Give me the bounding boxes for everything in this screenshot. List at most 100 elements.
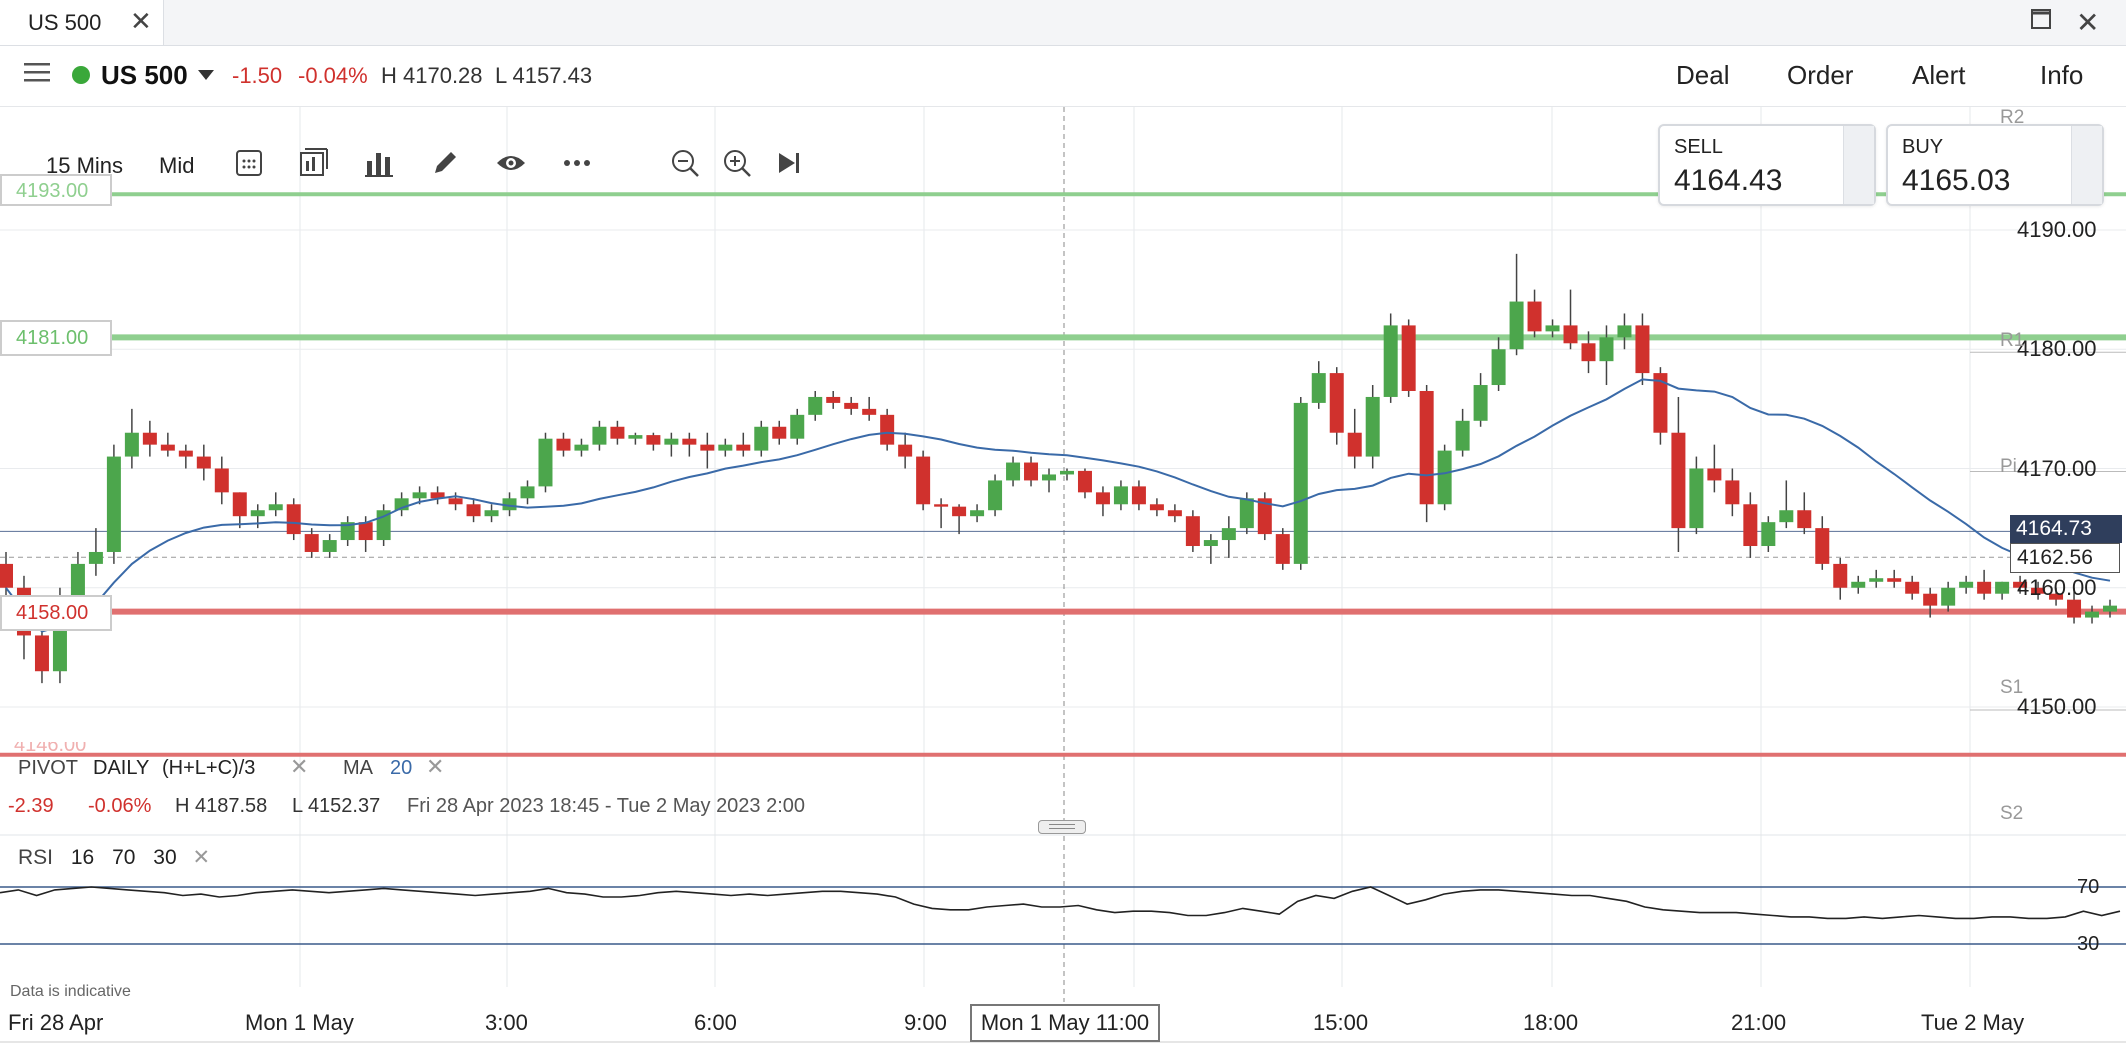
instrument-name[interactable]: US 500: [101, 60, 188, 90]
candle: [988, 474, 1003, 517]
candle: [1185, 510, 1200, 552]
sell-ticket[interactable]: SELL 4164.43: [1658, 124, 1876, 206]
hline-tag-r1[interactable]: 4181.00: [0, 320, 112, 356]
crosshair-price-tag: 4162.56: [2010, 543, 2120, 573]
hline-tag-top[interactable]: 4193.00: [0, 174, 112, 206]
price-axis-label: 4190.00: [2017, 217, 2097, 242]
range-change-pct: -0.06%: [88, 795, 152, 817]
candle-body: [1293, 402, 1308, 564]
candle-body: [1833, 563, 1848, 588]
pencil-icon[interactable]: [429, 147, 461, 179]
x-axis-label: Tue 2 May: [1921, 1010, 2025, 1035]
hline-tag-top-value: 4193.00: [16, 180, 89, 202]
hline-tag-bottom[interactable]: 4146.00: [0, 742, 108, 752]
candle: [1365, 385, 1380, 469]
candle: [1707, 444, 1722, 493]
range-low: L 4152.37: [292, 795, 381, 817]
info-button[interactable]: Info: [2040, 60, 2084, 90]
close-icon[interactable]: ✕: [130, 6, 152, 36]
hline-tag-red[interactable]: 4158.00: [0, 595, 112, 631]
candle: [952, 504, 967, 535]
pane-resize-handle[interactable]: [1038, 820, 1086, 834]
candle: [1401, 319, 1416, 397]
candle-body: [34, 635, 49, 672]
candle-body: [88, 551, 103, 564]
grid-icon[interactable]: [233, 147, 265, 179]
pivot-label-s2: S2: [2000, 803, 2024, 824]
candle: [1024, 456, 1039, 487]
candle-body: [106, 456, 121, 552]
candle: [322, 534, 337, 558]
window-close-icon[interactable]: ✕: [2076, 7, 2100, 38]
maximize-icon[interactable]: [2030, 8, 2052, 30]
order-button[interactable]: Order: [1787, 60, 1854, 90]
skip-to-end-icon[interactable]: [773, 147, 805, 179]
candle: [106, 444, 121, 564]
zoom-in-icon[interactable]: [721, 147, 753, 179]
candle-body: [1905, 581, 1920, 594]
candle: [1617, 313, 1632, 350]
ma-indicator-label: MA: [343, 757, 373, 779]
candle-body: [970, 510, 985, 517]
candle: [1455, 408, 1470, 457]
ma-period: 20: [390, 757, 413, 779]
candle: [1869, 569, 1884, 588]
candle: [574, 438, 589, 457]
eye-icon[interactable]: [495, 147, 527, 179]
candle-body: [412, 492, 427, 499]
x-axis-label: 3:00: [485, 1010, 528, 1035]
deal-button[interactable]: Deal: [1676, 60, 1730, 90]
candle: [1006, 456, 1021, 487]
hline-tag-r1-value: 4181.00: [16, 327, 89, 349]
tab-us500[interactable]: US 500 ✕: [0, 0, 164, 45]
data-indicative-note: Data is indicative: [10, 983, 131, 1000]
current-price-tag: 4164.73: [2010, 515, 2122, 543]
x-axis-label: 15:00: [1313, 1010, 1369, 1035]
candle-body: [1509, 301, 1524, 350]
candle-body: [1042, 474, 1057, 481]
candle-body: [1815, 528, 1830, 564]
candle: [610, 420, 625, 445]
pivot-label-r2: R2: [2000, 107, 2025, 128]
buy-ticket[interactable]: BUY 4165.03: [1886, 124, 2104, 206]
candle: [520, 480, 535, 505]
candle-body: [538, 438, 553, 487]
candle-body: [1959, 581, 1974, 588]
buy-label: BUY: [1902, 136, 1944, 158]
candle-body: [1383, 325, 1398, 397]
candle: [1311, 361, 1326, 409]
chevron-down-icon[interactable]: [198, 70, 214, 80]
candle-body: [1311, 373, 1326, 403]
timeframe-select[interactable]: 15 Mins: [46, 153, 124, 178]
candle-body: [1545, 325, 1560, 332]
remove-ma-icon[interactable]: ✕: [426, 754, 445, 779]
price-type-select[interactable]: Mid: [159, 153, 195, 178]
remove-rsi-icon[interactable]: ✕: [192, 846, 211, 869]
candle-body: [1024, 462, 1039, 481]
tab-title: US 500: [28, 10, 102, 35]
more-icon[interactable]: [561, 147, 593, 179]
candle: [1923, 587, 1938, 618]
candle-body: [1869, 578, 1884, 582]
candle: [628, 432, 643, 445]
candle: [1383, 313, 1398, 403]
instrument-change: -1.50: [232, 63, 283, 88]
candle-body: [1527, 301, 1542, 332]
range-dates: Fri 28 Apr 2023 18:45 - Tue 2 May 2023 2…: [407, 795, 806, 817]
candle: [1671, 396, 1686, 552]
price-chart[interactable]: [0, 107, 2126, 1044]
alert-button[interactable]: Alert: [1912, 60, 1966, 90]
layers-icon[interactable]: [297, 147, 329, 179]
candle-body: [646, 435, 661, 445]
x-axis-label: Fri 28 Apr: [8, 1010, 104, 1035]
candle-body: [520, 486, 535, 499]
remove-pivot-icon[interactable]: ✕: [290, 754, 309, 779]
candle-body: [1419, 390, 1434, 505]
zoom-out-icon[interactable]: [669, 147, 701, 179]
candle-body: [1455, 420, 1470, 451]
candle-body: [268, 504, 283, 511]
candle: [286, 498, 301, 541]
hamburger-menu-icon[interactable]: [24, 62, 50, 82]
bar-chart-icon[interactable]: [363, 147, 395, 179]
candle: [592, 420, 607, 451]
